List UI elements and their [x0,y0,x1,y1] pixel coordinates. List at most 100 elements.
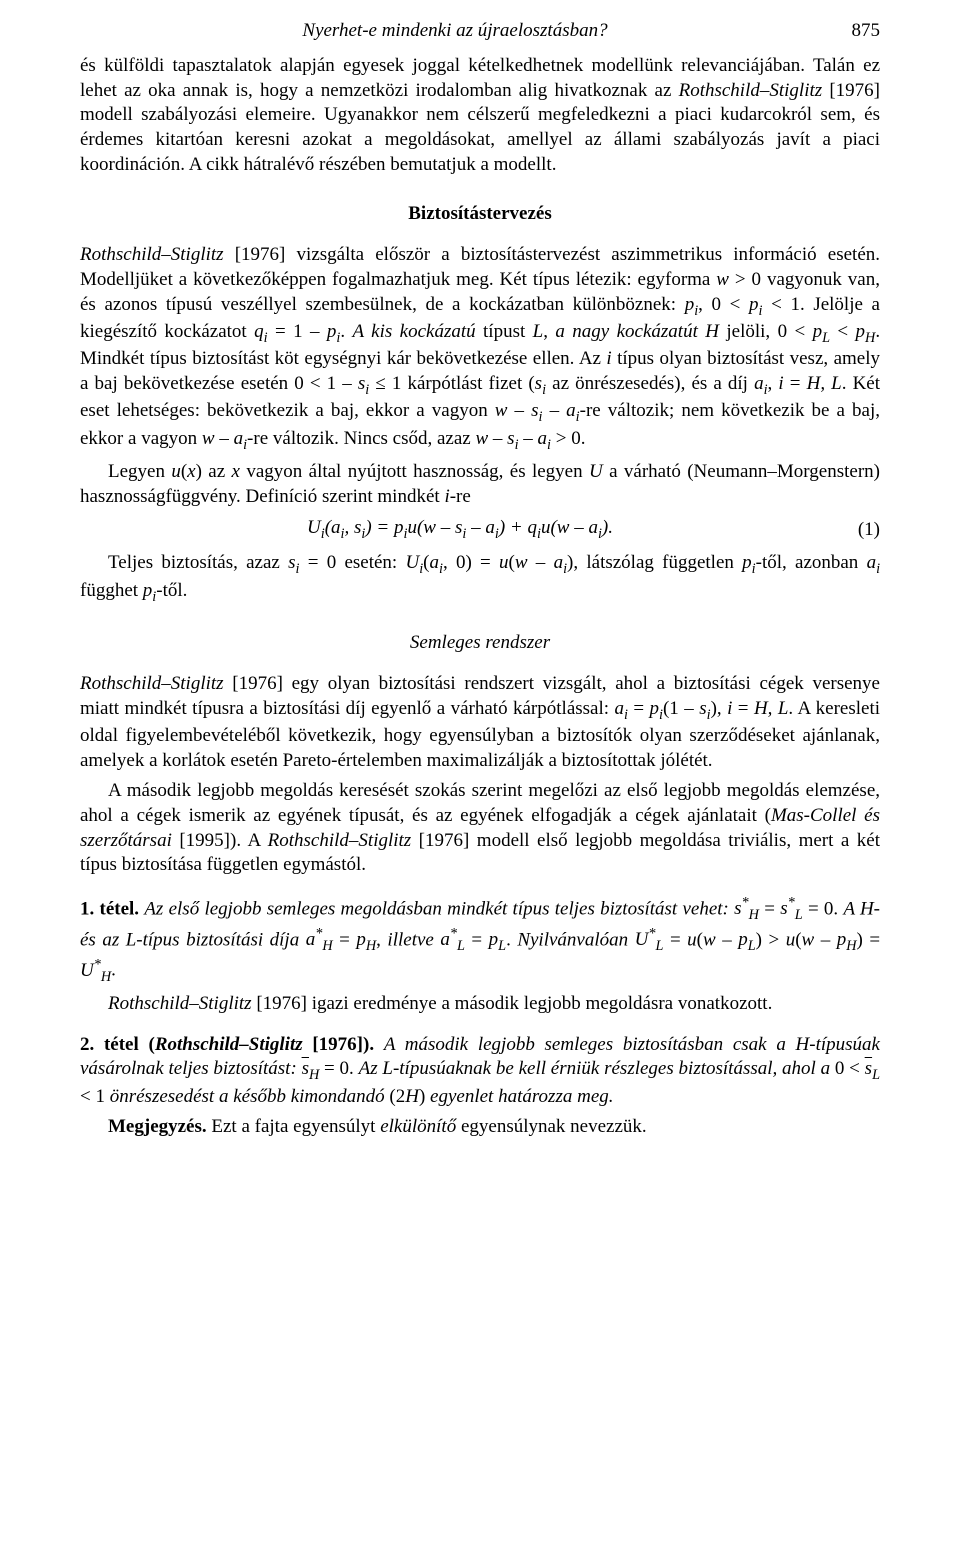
p5-d: ), [711,698,728,719]
p1-italic-ref: Rothschild–Stiglitz [679,80,823,101]
p7-it1: Rothschild–Stiglitz [108,993,252,1014]
paragraph-5: Rothschild–Stiglitz [1976] egy olyan biz… [80,672,880,773]
remark: Megjegyzés. Ezt a fajta egyensúlyt elkül… [80,1115,880,1140]
paragraph-1: és külföldi tapasztalatok alapján egyese… [80,54,880,177]
p2-g: típust [476,321,533,342]
p5-b: = [628,698,650,719]
p3-c: ) az [196,461,232,482]
var-w3: w [202,428,215,449]
var-x: x [187,461,195,482]
th2-it4: egyenlet határozza meg. [430,1086,613,1107]
p4-a: Teljes biztosítás, azaz [108,552,288,573]
var-u4: u [786,929,796,950]
p4-j: -től. [156,580,187,601]
var-HL2: H, L [754,698,788,719]
th1-b: = [759,898,780,919]
var-pH: pH [856,321,876,342]
p6-it2: Rothschild–Stiglitz [268,830,412,851]
p2-j: < [830,321,856,342]
p2-it1: Rothschild–Stiglitz [80,244,224,265]
p2-n: az önrészesedés), és a díj [546,373,754,394]
th2-it3: önrészesedést a később kimondandó [110,1086,390,1107]
th1-g: . [506,929,517,950]
p4-c: ( [423,552,429,573]
var-w4: w [475,428,488,449]
p4-d: , 0) = [443,552,499,573]
theorem-1: 1. tétel. Az első legjobb semleges megol… [80,894,880,986]
remark-it1: elkülönítő [380,1116,456,1137]
var-aHstar: a*H [306,929,333,950]
var-si3: si [531,400,542,421]
var-ai3: ai [234,428,247,449]
var-H: H [405,1086,419,1107]
th1-p: . [111,960,116,981]
equation-1-number: (1) [840,519,880,541]
p2-s: – [543,400,567,421]
var-u2: u [499,552,509,573]
var-si: si [358,373,369,394]
p2-o: , [768,373,779,394]
th2-c: < 1 [80,1086,110,1107]
var-L: L [533,321,544,342]
var-sHbar-sub: H [309,1058,319,1079]
var-x2: x [232,461,240,482]
var-UHstar: U*H [80,960,111,981]
equation-1-body: Ui(ai, si) = piu(w – si – ai) + qiu(w – … [80,517,840,543]
p5-it1: Rothschild–Stiglitz [80,673,224,694]
var-ai6: ai [554,552,567,573]
p2-r: – [507,400,531,421]
paragraph-7: Rothschild–Stiglitz [1976] igazi eredmén… [80,992,880,1017]
th1-c: = 0. [803,898,844,919]
var-ai4: ai [538,428,551,449]
th1-it3: illetve [387,929,440,950]
p3-f: -re [450,486,471,507]
var-ai7: ai [867,552,880,573]
th1-it4: Nyilvánvalóan [517,929,628,950]
var-si2: si [535,373,546,394]
var-pi: pi [685,294,698,315]
var-ai8: ai [614,698,627,719]
remark-b: egyensúlynak nevezzük. [456,1116,646,1137]
var-pi5: pi [143,580,156,601]
paragraph-3: Legyen u(x) az x vagyon által nyújtott h… [80,460,880,509]
th1-d: = [333,929,357,950]
p2-e: = 1 – [268,321,327,342]
p4-h: -től, azonban [756,552,867,573]
p3-a: Legyen [108,461,171,482]
page-container: Nyerhet-e mindenki az újraelosztásban? 8… [0,0,960,1186]
p2-f: . [340,321,352,342]
p2-it3: a nagy kockázatút H [555,321,719,342]
p2-h: , [543,321,555,342]
var-sLbar: s [865,1058,872,1079]
var-qi: qi [254,321,267,342]
p2-it2: A kis kockázatú [353,321,476,342]
p4-f: – [528,552,554,573]
th1-f: = [465,929,489,950]
var-si5: si [288,552,299,573]
th1-k: – [716,929,739,950]
p2-y: > 0. [551,428,585,449]
p4-i: függhet [80,580,143,601]
var-pi2: pi [749,294,762,315]
th2-label: 2. tétel ( [80,1034,155,1055]
running-header: Nyerhet-e mindenki az újraelosztásban? 8… [80,20,880,42]
var-sHstar: s*H [734,898,759,919]
paragraph-6: A második legjobb megoldás keresését szo… [80,779,880,878]
p2-v: -re változik. Nincs csőd, azaz [247,428,475,449]
var-w7: w [802,929,815,950]
running-title: Nyerhet-e mindenki az újraelosztásban? [80,20,830,42]
p6-a: A második legjobb megoldás keresését szo… [80,780,880,826]
p7-a: [1976] igazi eredménye a második legjobb… [252,993,773,1014]
var-pL: pL [813,321,830,342]
var-sHbar: s [302,1058,309,1079]
p5-c: (1 – [663,698,699,719]
var-ai: ai [754,373,767,394]
th1-i: = [663,929,687,950]
th2-b: 0 < [835,1058,865,1079]
p2-x: – [519,428,538,449]
var-sLstar: s*L [780,898,802,919]
th1-e: , [376,929,387,950]
var-ai5: ai [430,552,443,573]
p2-i: jelöli, 0 < [719,321,813,342]
var-U: U [589,461,603,482]
